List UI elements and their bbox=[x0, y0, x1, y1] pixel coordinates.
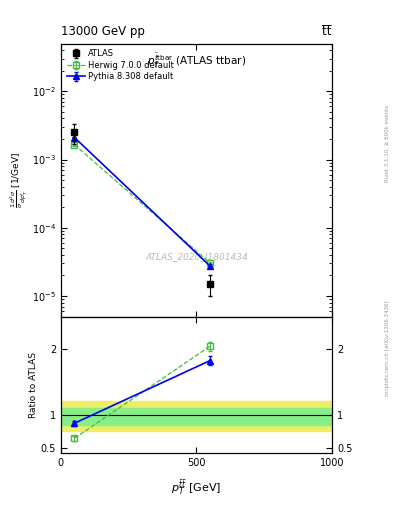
Text: 13000 GeV pp: 13000 GeV pp bbox=[61, 26, 145, 38]
Text: $p_T^{\bar{t}\mathrm{tbar}}$ (ATLAS ttbar): $p_T^{\bar{t}\mathrm{tbar}}$ (ATLAS ttba… bbox=[147, 52, 246, 70]
Y-axis label: Ratio to ATLAS: Ratio to ATLAS bbox=[29, 352, 38, 418]
Bar bbox=[61, 409, 332, 424]
Text: t̅t̅: t̅t̅ bbox=[323, 26, 332, 38]
Text: ATLAS_2020_I1801434: ATLAS_2020_I1801434 bbox=[145, 252, 248, 261]
Y-axis label: $\frac{1}{\sigma}\frac{d^2\sigma}{dp_T^{\bar{t}}}$ [1/GeV]: $\frac{1}{\sigma}\frac{d^2\sigma}{dp_T^{… bbox=[9, 152, 31, 208]
Bar bbox=[61, 400, 332, 432]
Text: mcplots.cern.ch [arXiv:1306.3436]: mcplots.cern.ch [arXiv:1306.3436] bbox=[385, 301, 389, 396]
Legend: ATLAS, Herwig 7.0.0 default, Pythia 8.308 default: ATLAS, Herwig 7.0.0 default, Pythia 8.30… bbox=[65, 48, 176, 83]
Text: $p^{\bar{t}\bar{t}}_T$ [GeV]: $p^{\bar{t}\bar{t}}_T$ [GeV] bbox=[171, 478, 222, 497]
Text: Rivet 3.1.10, ≥ 600k events: Rivet 3.1.10, ≥ 600k events bbox=[385, 105, 389, 182]
